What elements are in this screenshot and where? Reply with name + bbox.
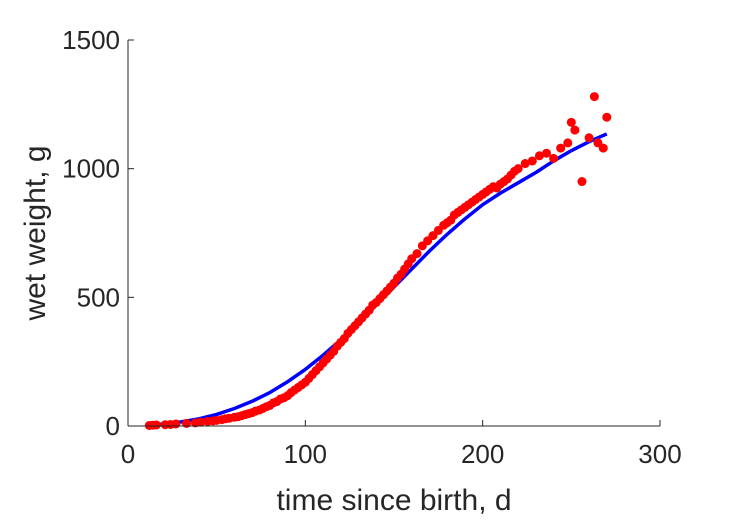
y-tick-label: 0 bbox=[106, 411, 120, 441]
data-point bbox=[151, 420, 161, 430]
x-tick-label: 300 bbox=[638, 439, 681, 469]
data-point bbox=[171, 419, 181, 429]
data-point bbox=[520, 159, 530, 169]
data-point bbox=[566, 117, 576, 127]
x-tick-label: 200 bbox=[461, 439, 504, 469]
data-point bbox=[577, 177, 587, 187]
data-point bbox=[534, 151, 544, 161]
data-point bbox=[563, 138, 573, 148]
data-point bbox=[584, 133, 594, 143]
data-point bbox=[570, 125, 580, 135]
x-tick-label: 0 bbox=[121, 439, 135, 469]
data-point bbox=[602, 112, 612, 122]
fit-line bbox=[145, 132, 608, 427]
y-tick-label: 1500 bbox=[62, 25, 120, 55]
data-marks bbox=[144, 92, 612, 430]
data-point bbox=[182, 418, 192, 428]
data-point bbox=[556, 143, 566, 153]
data-point bbox=[542, 148, 552, 158]
data-point bbox=[513, 164, 523, 174]
y-tick-label: 500 bbox=[77, 282, 120, 312]
data-point bbox=[527, 156, 537, 166]
x-tick-label: 100 bbox=[284, 439, 327, 469]
ticks: 0 100 200 300 0 500 1000 1500 bbox=[62, 25, 682, 469]
x-axis-label: time since birth, d bbox=[276, 484, 511, 517]
data-point bbox=[589, 92, 599, 102]
data-point bbox=[549, 153, 559, 163]
y-axis-label: wet weight, g bbox=[19, 145, 52, 321]
data-point bbox=[412, 249, 422, 259]
data-point bbox=[598, 143, 608, 153]
y-tick-label: 1000 bbox=[62, 154, 120, 184]
data-point bbox=[196, 417, 206, 427]
